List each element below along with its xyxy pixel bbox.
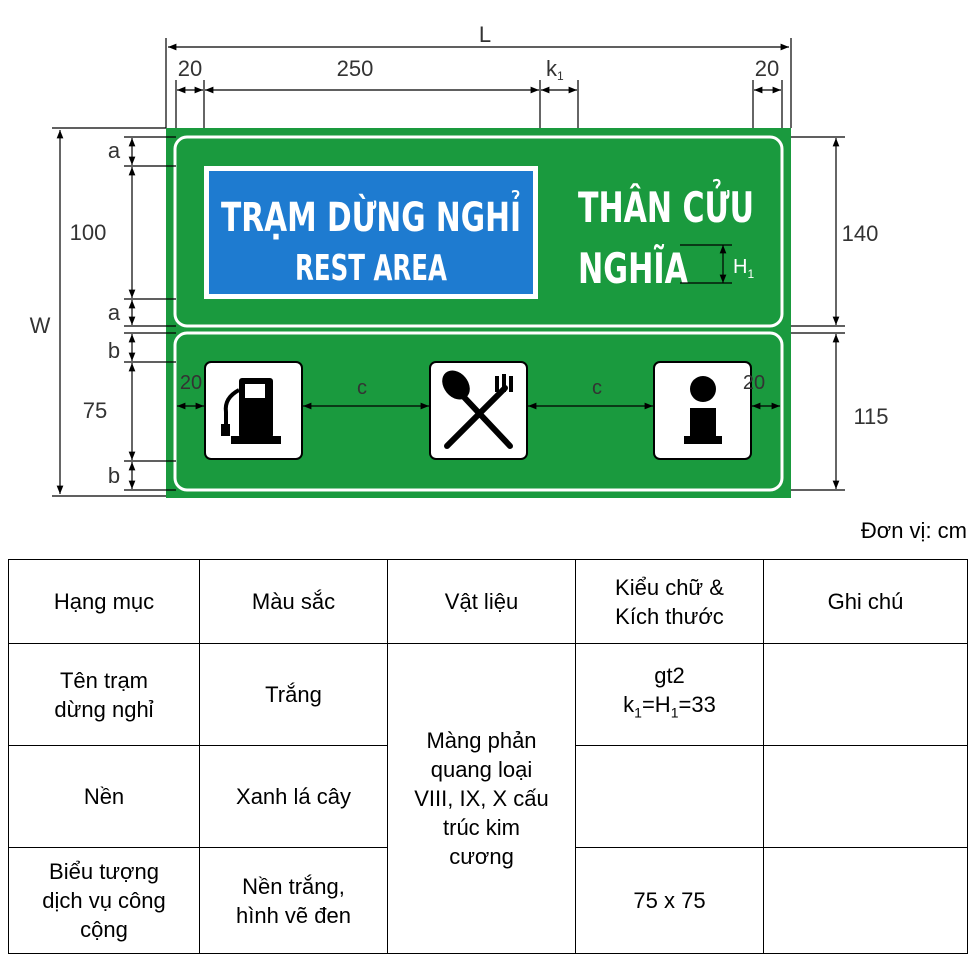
dim-icon-right-20: 20 [743,372,765,394]
dim-c2: c [592,377,602,399]
font-cell [575,745,764,848]
rest-area-panel: TRẠM DỪNG NGHỈ REST AREA [204,166,538,299]
note-cell [763,847,968,954]
table-row: Nền Xanh lá cây [8,745,968,848]
dim-100: 100 [70,220,107,245]
dim-c1: c [357,377,367,399]
dim-b-top: b [108,338,120,363]
title-en: REST AREA [295,248,447,289]
header-cell: Vật liệu [387,559,576,644]
station-name-line1: THÂN CỬU [578,178,754,232]
font-cell: gt2 k1=H1=33 [575,643,764,746]
dim-75: 75 [83,398,107,423]
h1-label: H [733,256,747,278]
font-cell: 75 x 75 [575,847,764,954]
color-cell: Trắng [199,643,388,746]
table-row: Tên trạm dừng nghỉ Trắng Màng phản quang… [8,643,968,954]
note-cell [763,643,968,746]
header-cell: Kiểu chữ & Kích thước [575,559,764,644]
header-cell: Màu sắc [199,559,388,644]
table-header-row: Hạng mục Màu sắc Vật liệu Kiểu chữ & Kíc… [8,559,968,644]
h1-dimension [680,244,732,284]
material-cell: Màng phản quang loại VIII, IX, X cấu trú… [387,643,576,954]
item-cell: Biểu tượng dịch vụ công cộng [8,847,200,954]
station-name-line2: NGHĨA [578,243,688,293]
fuel-pump-icon [204,361,303,460]
top-dimensions [165,38,792,128]
spec-table: Hạng mục Màu sắc Vật liệu Kiểu chữ & Kíc… [8,559,968,954]
color-cell: Nền trắng, hình vẽ đen [199,847,388,954]
dim-right-20: 20 [755,56,779,81]
item-cell: Nền [8,745,200,848]
unit-note: Đơn vị: cm [860,518,967,543]
color-cell: Xanh lá cây [199,745,388,848]
header-cell: Ghi chú [763,559,968,644]
svg-text:H1: H1 [733,256,754,281]
dim-140: 140 [842,221,879,246]
dim-b-bottom: b [108,463,120,488]
svg-text:k1: k1 [546,56,564,83]
sign-diagram: TRẠM DỪNG NGHỈ REST AREA THÂN CỬU NGHĨA … [30,22,889,498]
dim-W: W [30,313,51,338]
dim-a-top: a [108,138,121,163]
item-cell: Tên trạm dừng nghỉ [8,643,200,746]
dim-k1: k [546,56,558,81]
right-dimensions [791,136,845,491]
dim-left-20: 20 [178,56,202,81]
dim-a-bottom: a [108,300,121,325]
table-row: Biểu tượng dịch vụ công cộng Nền trắng, … [8,847,968,954]
dim-icon-left-20: 20 [180,372,202,394]
left-dimensions [52,127,176,497]
fork-spoon-icon [429,361,528,460]
note-cell [763,745,968,848]
header-cell: Hạng mục [8,559,200,644]
dim-115: 115 [853,404,888,429]
dim-L: L [479,22,491,47]
title-vi: TRẠM DỪNG NGHỈ [221,188,521,241]
information-icon [653,361,752,460]
dim-250: 250 [337,56,374,81]
